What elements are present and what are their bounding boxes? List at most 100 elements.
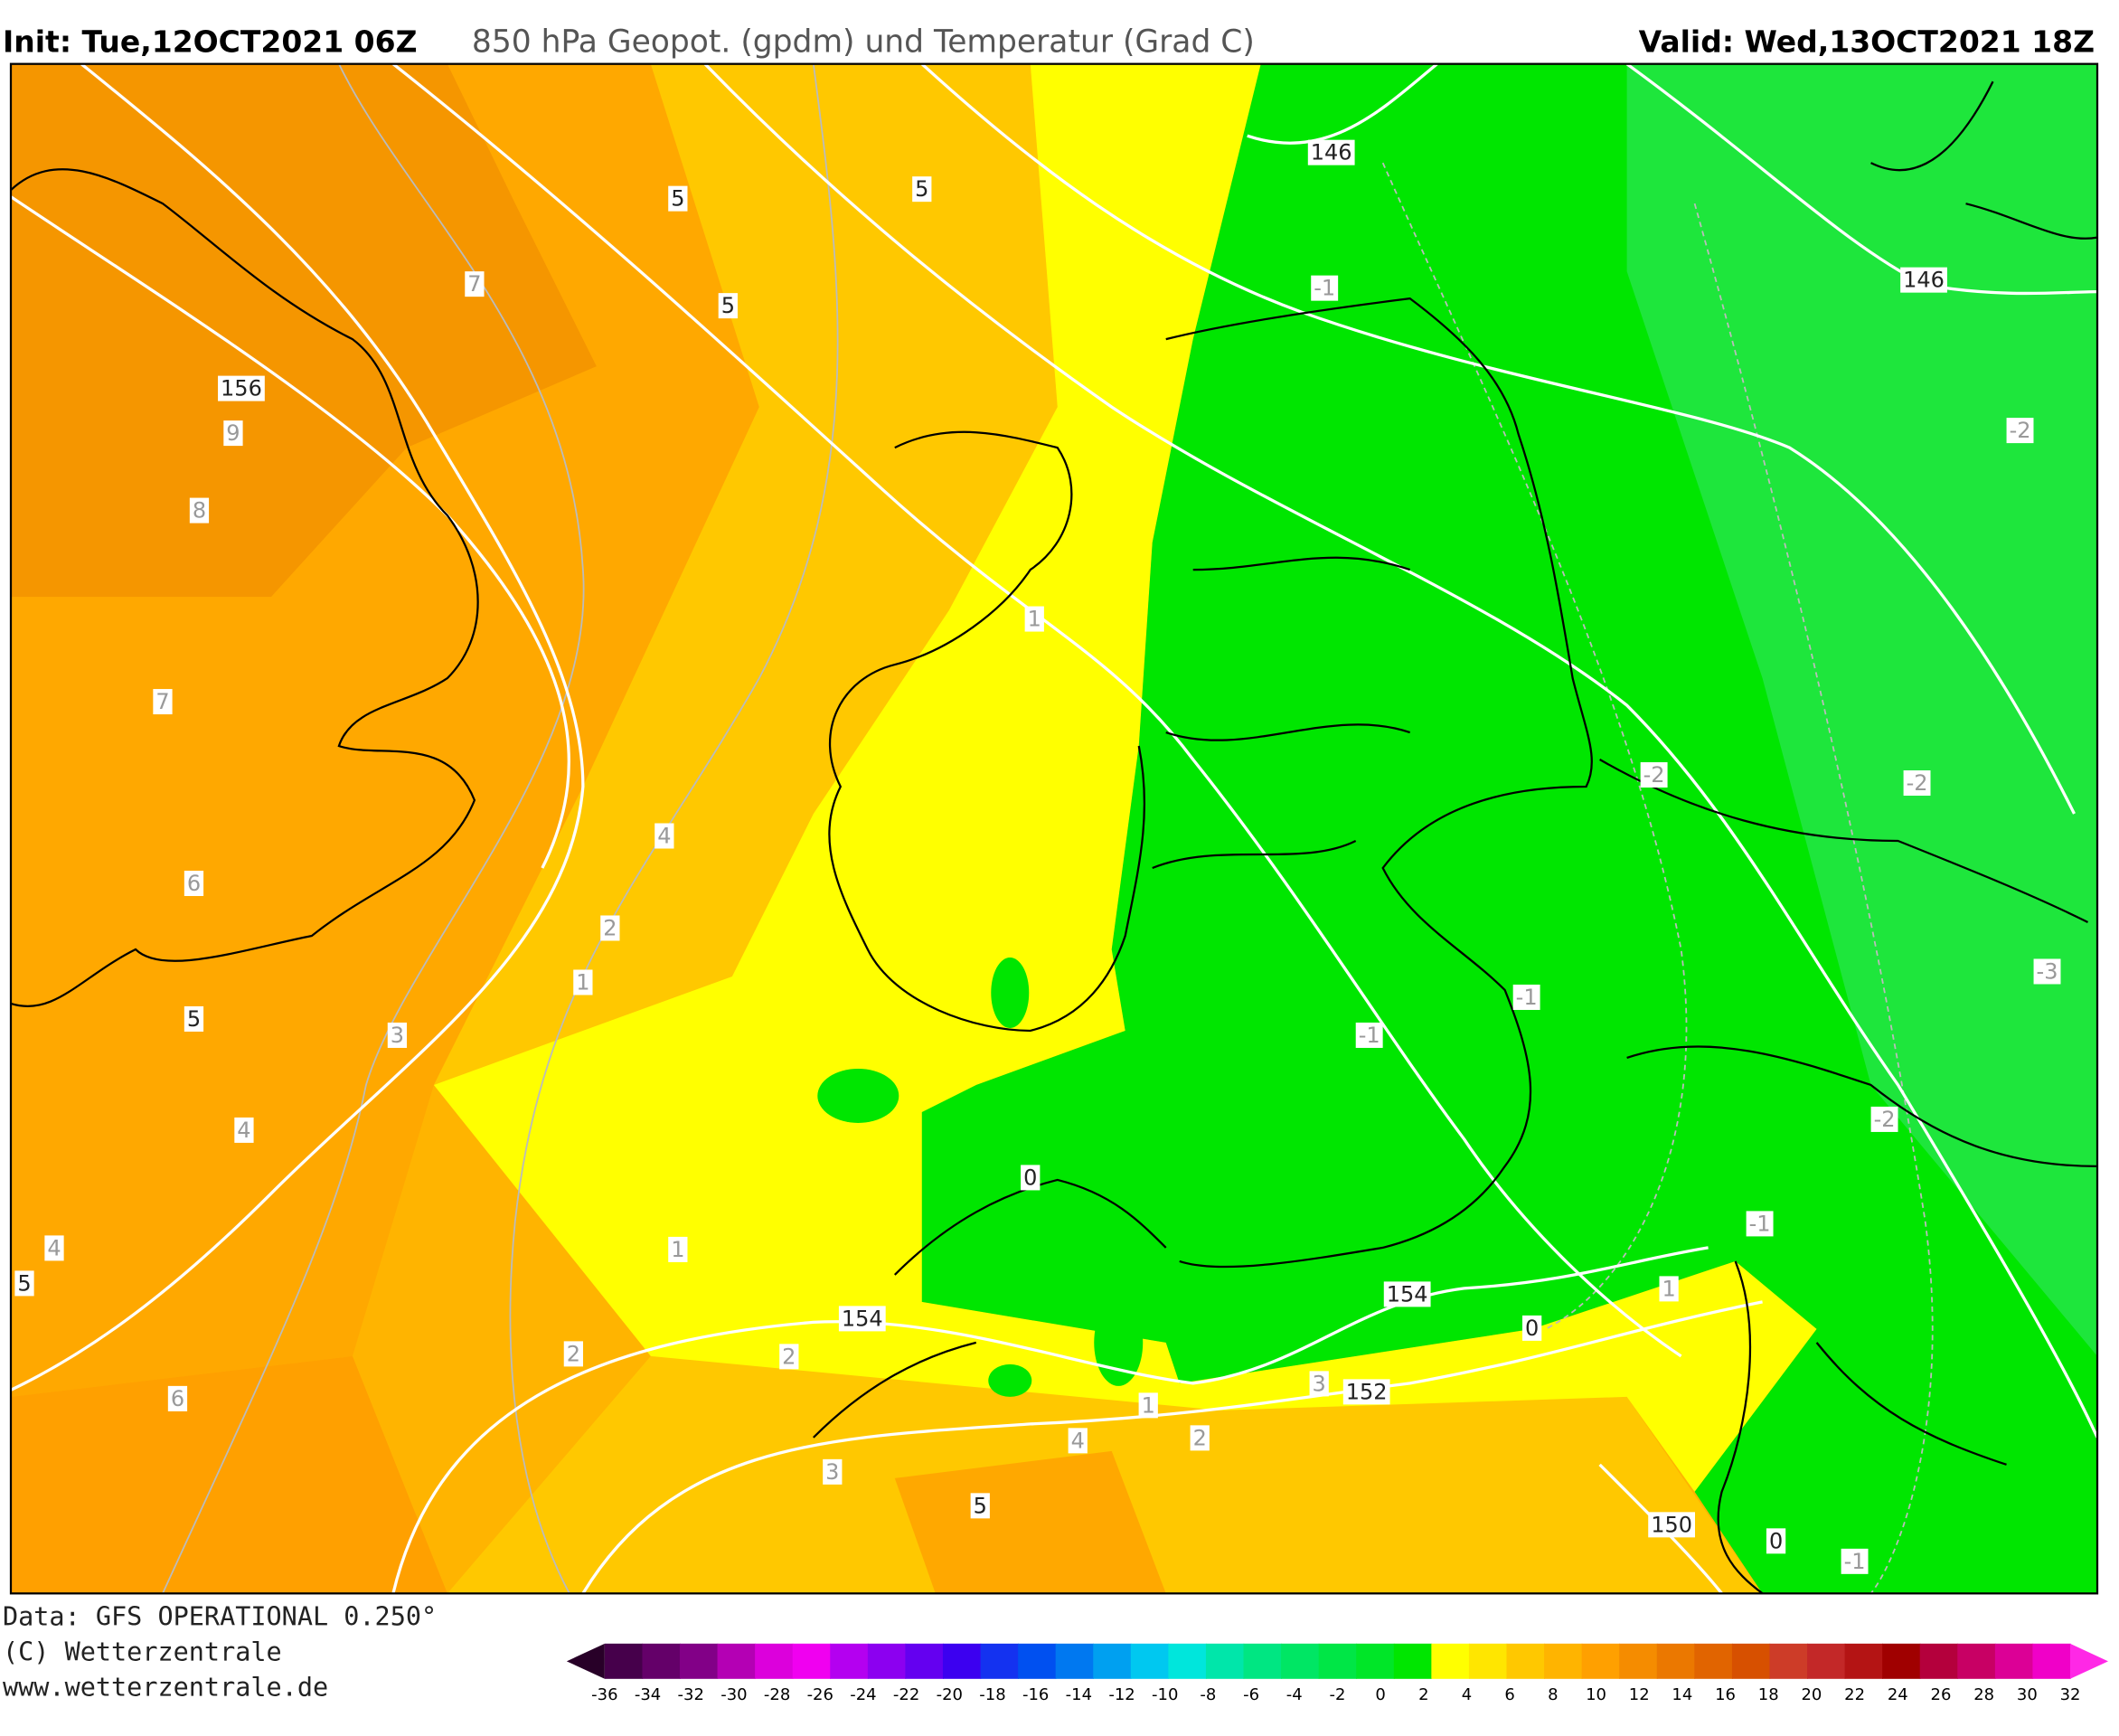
colorbar-tick-label: -6	[1243, 1685, 1259, 1704]
color-swatch	[1093, 1643, 1132, 1679]
label-box	[223, 420, 243, 447]
contour-label: 1	[1662, 1276, 1675, 1301]
label-box	[655, 823, 674, 849]
contour-label: -1	[1516, 985, 1538, 1010]
contour-label: -2	[1874, 1107, 1896, 1132]
color-swatch	[679, 1643, 719, 1679]
color-swatch	[1656, 1643, 1696, 1679]
label-box	[1522, 1315, 1542, 1341]
copyright: (C) Wetterzentrale	[3, 1637, 282, 1666]
color-swatch	[1243, 1643, 1282, 1679]
label-box	[184, 1005, 204, 1032]
colorbar-tick-label: -16	[1022, 1685, 1049, 1704]
geopotential-contour	[1625, 63, 2098, 296]
color-swatch	[1957, 1643, 1996, 1679]
color-swatch	[1393, 1643, 1433, 1679]
temp-contour	[509, 63, 839, 1594]
contour-label: 2	[782, 1344, 796, 1369]
label-box	[1068, 1428, 1088, 1454]
colorbar-end	[2070, 1643, 2109, 1679]
temp-region	[991, 957, 1030, 1028]
color-swatch	[1731, 1643, 1771, 1679]
colorbar-tick-label: -36	[591, 1685, 617, 1704]
label-box	[1870, 1106, 1898, 1132]
contour-label: -2	[1643, 762, 1665, 788]
label-box	[1746, 1211, 1774, 1237]
geopotential-contour	[391, 1246, 1709, 1594]
contour-label: -1	[1314, 276, 1335, 301]
label-box	[1903, 770, 1931, 797]
temp-region	[817, 1068, 899, 1123]
map-frame	[9, 62, 2099, 1595]
colorbar-tick-label: 22	[1844, 1685, 1865, 1704]
border	[1599, 759, 2098, 1168]
geopotential-contour	[703, 63, 2098, 1439]
colorbar-tick-label: -26	[807, 1685, 833, 1704]
temp-region	[894, 1450, 1166, 1594]
contour-label: -1	[1844, 1549, 1866, 1574]
map-title: 850 hPa Geopot. (gpdm) und Temperatur (G…	[472, 24, 1255, 61]
temp-region	[433, 63, 1817, 1492]
color-swatch	[1994, 1643, 2034, 1679]
contour-label: -3	[2037, 958, 2058, 984]
colorbar-tick-label: 0	[1375, 1685, 1385, 1704]
label-box	[668, 185, 688, 212]
contour-labels: 5 5 5 7 156 9 8 7 146 -1 146 -2 1 4 6 2 …	[14, 139, 2061, 1574]
contour-label: -1	[1359, 1023, 1380, 1048]
color-swatch	[1018, 1643, 1057, 1679]
border	[1717, 1260, 2007, 1594]
colorbar-tick-label: 8	[1548, 1685, 1558, 1704]
label-box	[1138, 1392, 1158, 1419]
label-box	[1659, 1276, 1679, 1302]
colorbar-end	[566, 1643, 605, 1679]
label-box	[1309, 1371, 1329, 1397]
contour-label: 8	[193, 498, 206, 524]
contour-label: 1	[576, 969, 589, 995]
contour-label: 1	[1142, 1392, 1155, 1418]
color-swatch	[755, 1643, 794, 1679]
colorbar-tick-label: 6	[1504, 1685, 1514, 1704]
color-swatch	[792, 1643, 832, 1679]
label-box	[838, 1306, 886, 1332]
contour-label: 3	[825, 1459, 839, 1485]
contour-label: 5	[721, 293, 735, 318]
temp-region	[10, 63, 597, 598]
label-box	[1512, 984, 1540, 1010]
colorbar: -36 -34 -32 -30 -28 -26 -24 -22 -20 -18 -16 -14 -12-…	[566, 1643, 2109, 1704]
colorbar-tick-label: 16	[1715, 1685, 1736, 1704]
colorbar-tick-label: -12	[1108, 1685, 1135, 1704]
temp-contour	[1381, 162, 1688, 1330]
geopotential-contour	[920, 63, 2076, 815]
temp-region	[433, 63, 1058, 1085]
color-swatch	[1694, 1643, 1733, 1679]
label-box	[167, 1385, 188, 1411]
border	[1165, 297, 1593, 1269]
contour-label: 5	[915, 176, 928, 202]
colorbar-tick-label: -18	[979, 1685, 1005, 1704]
label-box	[1355, 1022, 1383, 1048]
website: www.wetterzentrale.de	[3, 1672, 328, 1702]
colorbar-tick-label: -32	[678, 1685, 704, 1704]
color-swatch	[1807, 1643, 1846, 1679]
colorbar-tick-label: 30	[2017, 1685, 2038, 1704]
contour-label: 154	[1387, 1281, 1428, 1307]
colorbar-tick-label: 20	[1801, 1685, 1822, 1704]
colorbar-tick-label: -22	[893, 1685, 919, 1704]
contour-label: 1	[671, 1237, 684, 1262]
color-swatch	[1844, 1643, 1883, 1679]
contour-label: 2	[603, 915, 617, 940]
colorbar-tick-label: 10	[1586, 1685, 1606, 1704]
contour-label: 5	[671, 186, 684, 212]
contour-label: 3	[391, 1023, 404, 1048]
contour-label: -1	[1749, 1211, 1771, 1236]
label-box	[1766, 1528, 1786, 1554]
geopotential-contour	[10, 63, 585, 1392]
contour-label: 0	[1023, 1165, 1037, 1190]
map: 5 5 5 7 156 9 8 7 146 -1 146 -2 1 4 6 2 …	[10, 63, 2098, 1594]
label-box	[823, 1458, 843, 1485]
contour-label: 2	[567, 1341, 580, 1366]
label-box	[668, 1236, 688, 1262]
geopotential-contour	[391, 63, 1682, 1358]
label-box	[1311, 275, 1339, 301]
label-box	[1307, 139, 1355, 165]
